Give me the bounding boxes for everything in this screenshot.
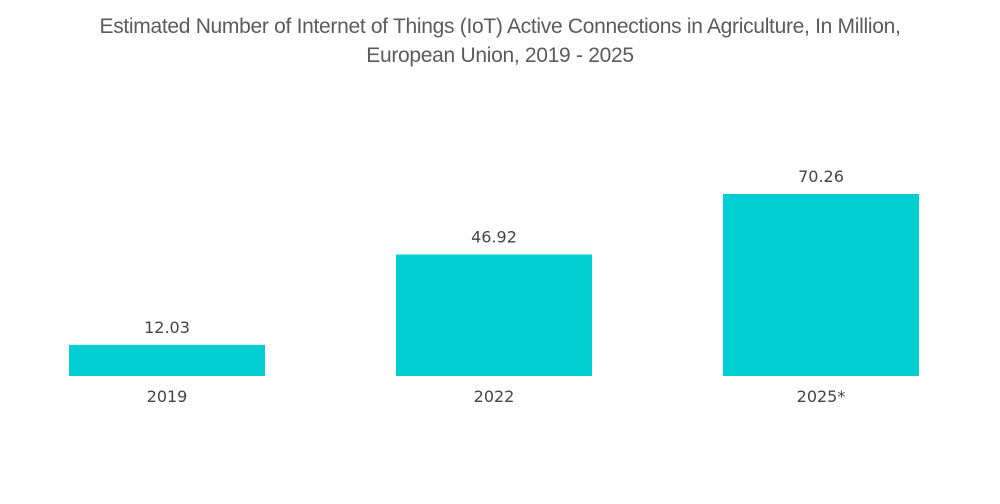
chart-title: Estimated Number of Internet of Things (… bbox=[0, 12, 1000, 70]
bar-2025 bbox=[723, 194, 919, 376]
x-tick-label-2019: 2019 bbox=[147, 387, 188, 406]
chart-title-line-1: Estimated Number of Internet of Things (… bbox=[99, 15, 901, 38]
bar-2019 bbox=[69, 344, 265, 376]
value-label-2019: 12.03 bbox=[144, 318, 190, 337]
value-label-2022: 46.92 bbox=[471, 227, 517, 246]
bars-group bbox=[69, 194, 919, 376]
x-tick-label-2022: 2022 bbox=[474, 387, 515, 406]
chart-title-line-2: European Union, 2019 - 2025 bbox=[366, 44, 634, 67]
value-label-2025: 70.26 bbox=[798, 167, 844, 186]
value-labels-group: 12.03 46.92 70.26 bbox=[144, 167, 844, 337]
bar-2022 bbox=[396, 254, 592, 376]
x-axis-tick-labels: 2019 2022 2025* bbox=[147, 387, 846, 406]
x-tick-label-2025: 2025* bbox=[797, 387, 846, 406]
